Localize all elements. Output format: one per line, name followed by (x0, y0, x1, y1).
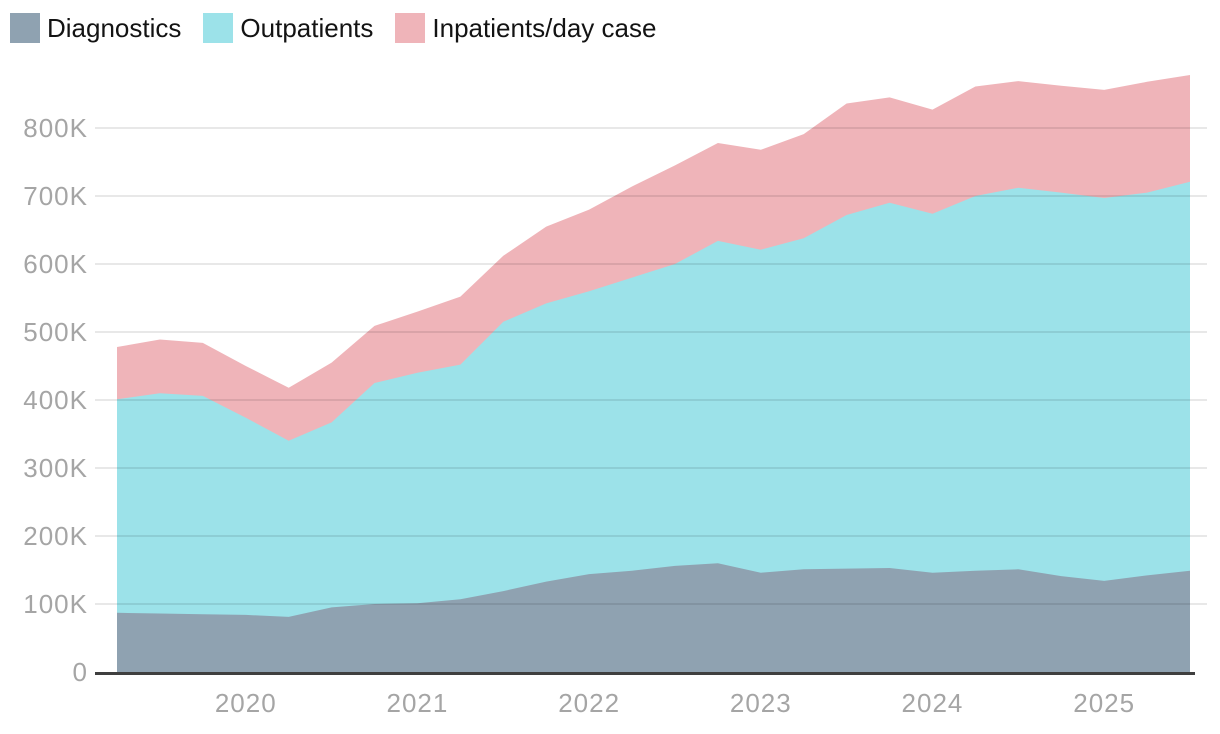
inpatients-swatch (395, 13, 426, 43)
y-axis-tick-label: 700K (23, 181, 88, 211)
legend-item-diagnostics: Diagnostics (10, 13, 181, 43)
outpatients-swatch (203, 13, 234, 43)
legend-label-outpatients: Outpatients (240, 13, 374, 43)
y-axis-tick-label: 400K (23, 385, 88, 415)
y-axis-tick-label: 800K (23, 113, 88, 143)
y-axis-tick-label: 100K (23, 589, 88, 619)
area-diagnostics (117, 563, 1190, 672)
legend-item-inpatients: Inpatients/day case (395, 13, 656, 43)
diagnostics-swatch (10, 13, 40, 43)
area-outpatients (117, 181, 1190, 672)
y-axis-tick-label: 0 (73, 657, 88, 687)
x-axis-tick-label-2021: 2021 (387, 688, 449, 718)
y-axis-tick-label: 500K (23, 317, 88, 347)
y-axis-tick-label: 600K (23, 249, 88, 279)
x-axis-tick-label-2023: 2023 (730, 688, 792, 718)
x-axis-tick-label-2020: 2020 (215, 688, 277, 718)
legend-label-diagnostics: Diagnostics (47, 13, 182, 43)
x-axis-tick-label-2025: 2025 (1073, 688, 1135, 718)
legend-label-inpatients: Inpatients/day case (432, 13, 657, 43)
y-axis-tick-label: 300K (23, 453, 88, 483)
legend: Diagnostics Outpatients Inpatients/day c… (10, 13, 656, 43)
legend-item-outpatients: Outpatients (203, 13, 373, 43)
y-axis-tick-label: 200K (23, 521, 88, 551)
x-axis-tick-label-2024: 2024 (902, 688, 964, 718)
x-axis-tick-label-2022: 2022 (558, 688, 620, 718)
